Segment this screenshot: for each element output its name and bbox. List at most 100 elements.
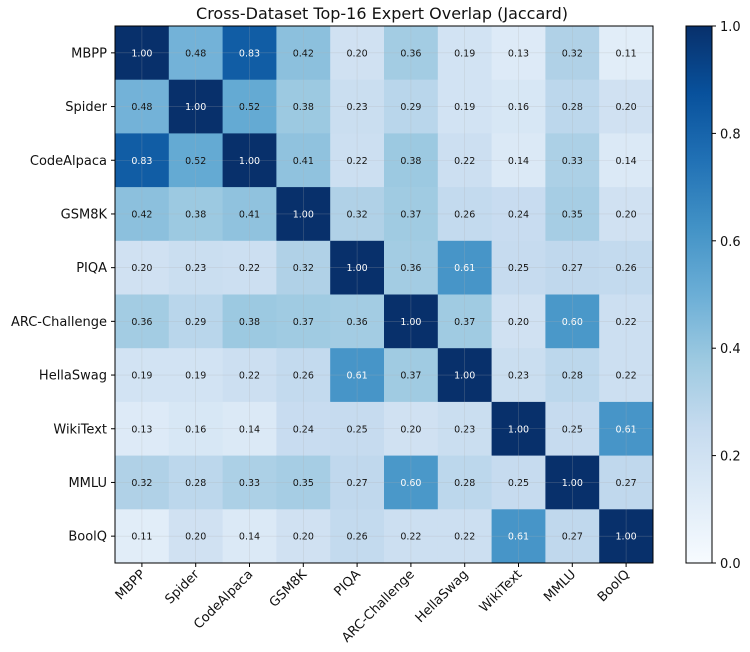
y-tick-label-6: HellaSwag [39, 369, 107, 384]
cell-value-9-5: 0.22 [400, 532, 421, 543]
cell-value-4-4: 1.00 [347, 263, 368, 274]
y-tick-label-7: WikiText [53, 422, 107, 437]
heatmap-cell-1-1 [168, 79, 224, 134]
heatmap-cell-4-4 [330, 240, 385, 295]
heatmap-cell-3-4 [330, 187, 385, 242]
heatmap-cell-1-3 [276, 79, 331, 134]
heatmap-cell-9-5 [384, 509, 439, 564]
cell-value-7-1: 0.16 [185, 424, 206, 435]
y-tick-label-0: MBPP [71, 46, 107, 61]
heatmap-cell-7-9 [599, 401, 654, 457]
cell-value-1-6: 0.19 [454, 102, 475, 113]
cell-value-0-6: 0.19 [454, 48, 475, 59]
cell-value-5-1: 0.29 [185, 317, 206, 328]
heatmap-cell-6-4 [330, 348, 385, 403]
heatmap-cell-6-5 [384, 348, 439, 403]
cell-value-8-6: 0.28 [454, 478, 475, 489]
y-tick-label-1: Spider [65, 100, 107, 115]
cell-value-3-3: 1.00 [293, 209, 314, 220]
colorbar-tick-label-2: 0.4 [720, 342, 741, 357]
heatmap-cell-6-8 [545, 348, 600, 403]
cell-value-4-0: 0.20 [131, 263, 152, 274]
heatmap-cell-8-7 [491, 455, 546, 510]
cell-value-2-8: 0.33 [562, 156, 583, 167]
heatmap-cell-6-1 [168, 348, 224, 403]
heatmap-cell-8-1 [168, 455, 224, 510]
heatmap-cell-0-7 [491, 26, 546, 81]
heatmap-cell-3-2 [222, 187, 277, 242]
heatmap-cell-0-1 [168, 26, 224, 81]
heatmap-cell-9-3 [276, 509, 331, 564]
cell-value-0-8: 0.32 [562, 48, 583, 59]
heatmap-cell-2-0 [115, 133, 170, 188]
x-tick-label-7: WikiText [477, 567, 526, 616]
cell-value-5-8: 0.60 [562, 317, 583, 328]
heatmap-cell-5-1 [168, 294, 224, 349]
cell-value-0-5: 0.36 [400, 48, 421, 59]
y-tick-label-5: ARC-Challenge [11, 315, 107, 330]
cell-value-9-6: 0.22 [454, 532, 475, 543]
heatmap-cell-1-6 [437, 79, 493, 134]
heatmap-cell-7-5 [384, 401, 439, 457]
cell-value-6-8: 0.28 [562, 371, 583, 382]
cell-value-8-1: 0.28 [185, 478, 206, 489]
cell-value-8-3: 0.35 [293, 478, 314, 489]
colorbar: 0.0 0.2 0.4 0.6 0.8 1.0 [685, 20, 741, 572]
heatmap-cell-3-5 [384, 187, 439, 242]
heatmap-cell-9-0 [115, 509, 170, 564]
cell-value-7-5: 0.20 [400, 424, 421, 435]
heatmap-cell-3-1 [168, 187, 224, 242]
heatmap-cell-5-4 [330, 294, 385, 349]
heatmap-cell-5-7 [491, 294, 546, 349]
heatmap-cell-2-6 [437, 133, 493, 188]
cell-value-5-5: 1.00 [400, 317, 421, 328]
heatmap-cell-5-9 [599, 294, 654, 349]
heatmap-cell-4-9 [599, 240, 654, 295]
y-tick-label-8: MMLU [68, 476, 107, 491]
cell-value-2-3: 0.41 [293, 156, 314, 167]
cell-value-5-7: 0.20 [508, 317, 529, 328]
cell-value-9-3: 0.20 [293, 532, 314, 543]
heatmap-cell-6-7 [491, 348, 546, 403]
y-tick-label-9: BoolQ [68, 530, 107, 545]
heatmap-cell-1-8 [545, 79, 600, 134]
cell-value-6-5: 0.37 [400, 371, 421, 382]
colorbar-gradient [685, 25, 713, 564]
cell-value-5-0: 0.36 [131, 317, 152, 328]
cell-value-2-2: 1.00 [239, 156, 260, 167]
cell-value-1-5: 0.29 [400, 102, 421, 113]
heatmap-cell-2-4 [330, 133, 385, 188]
cell-value-4-7: 0.25 [508, 263, 529, 274]
cell-value-0-2: 0.83 [239, 48, 260, 59]
cell-value-3-6: 0.26 [454, 209, 475, 220]
heatmap-cell-6-2 [222, 348, 277, 403]
heatmap-cell-8-9 [599, 455, 654, 510]
heatmap-cells [115, 26, 654, 564]
heatmap-cell-0-0 [115, 26, 170, 81]
colorbar-tick-label-1: 0.2 [720, 450, 741, 465]
heatmap-cell-4-1 [168, 240, 224, 295]
cell-value-2-5: 0.38 [400, 156, 421, 167]
heatmap-cell-2-7 [491, 133, 546, 188]
x-tick-label-3: GSM8K [267, 567, 311, 611]
cell-value-5-2: 0.38 [239, 317, 260, 328]
cell-value-3-7: 0.24 [508, 209, 529, 220]
cell-value-3-0: 0.42 [131, 209, 152, 220]
heatmap-cell-6-3 [276, 348, 331, 403]
heatmap-cell-5-0 [115, 294, 170, 349]
heatmap-grid [114, 25, 654, 564]
cell-value-8-7: 0.25 [508, 478, 529, 489]
heatmap-cell-8-6 [437, 455, 493, 510]
cell-value-9-2: 0.14 [239, 532, 260, 543]
cell-value-9-8: 0.27 [562, 532, 583, 543]
x-tick-label-1: Spider [162, 567, 203, 608]
heatmap-cell-0-3 [276, 26, 331, 81]
cell-value-8-9: 0.27 [616, 478, 637, 489]
heatmap-cell-9-8 [545, 509, 600, 564]
cell-value-1-2: 0.52 [239, 102, 260, 113]
cell-value-4-6: 0.61 [454, 263, 475, 274]
cell-value-1-7: 0.16 [508, 102, 529, 113]
cell-value-3-8: 0.35 [562, 209, 583, 220]
cell-value-1-0: 0.48 [131, 102, 152, 113]
heatmap-cell-0-8 [545, 26, 600, 81]
